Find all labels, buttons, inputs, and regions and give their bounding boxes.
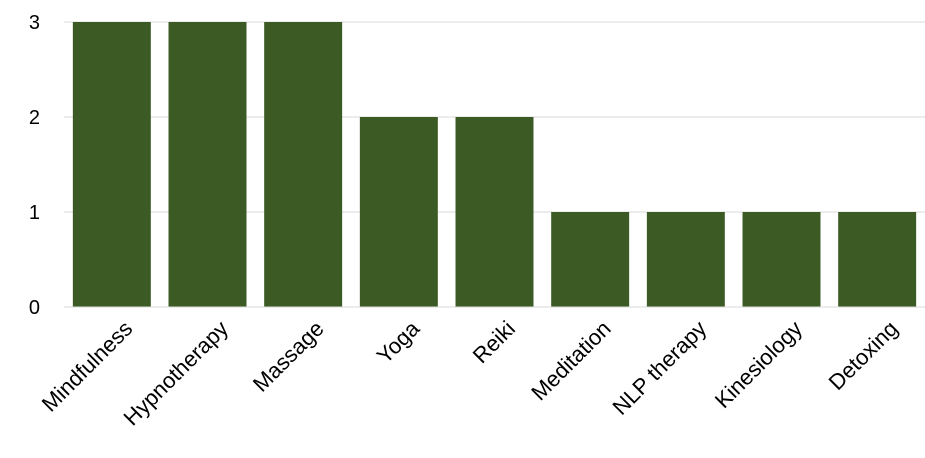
x-category-label: Massage — [248, 316, 329, 397]
y-tick-label: 2 — [29, 107, 40, 129]
bar-nlp-therapy — [646, 212, 725, 307]
x-category-label: Yoga — [372, 315, 425, 368]
y-tick-label: 1 — [29, 202, 40, 224]
y-tick-label: 0 — [29, 297, 40, 319]
y-axis-tick-labels: 0 1 2 3 — [29, 12, 40, 319]
x-category-label: Detoxing — [824, 316, 903, 395]
x-category-label: Kinesiology — [710, 316, 807, 413]
y-tick-label: 3 — [29, 12, 40, 34]
bar-yoga — [359, 117, 438, 307]
bar-detoxing — [838, 212, 917, 307]
bar-kinesiology — [742, 212, 821, 307]
bar-hypnotherapy — [168, 22, 247, 307]
bars — [72, 22, 917, 307]
bar-mindfulness — [72, 22, 151, 307]
bar-massage — [264, 22, 343, 307]
x-category-label: Meditation — [526, 316, 615, 405]
x-category-label: Mindfulness — [37, 316, 138, 417]
x-category-label: Reiki — [468, 316, 520, 368]
bar-reiki — [455, 117, 534, 307]
x-category-label: NLP therapy — [607, 316, 711, 420]
bar-meditation — [551, 212, 630, 307]
